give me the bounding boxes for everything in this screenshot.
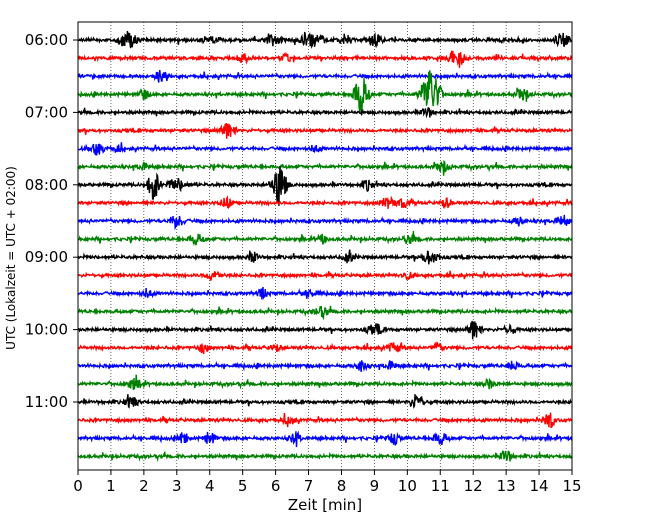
x-tick-label: 0 [73, 477, 83, 495]
trace-1130 [77, 450, 573, 462]
plot-frame [77, 21, 573, 471]
trace-0615 [77, 69, 573, 83]
trace-0630 [77, 70, 573, 115]
trace-0800 [77, 194, 573, 210]
x-tick-label: 10 [398, 477, 417, 495]
y-tick-label: 11:00 [25, 393, 68, 411]
x-tick-label: 7 [304, 477, 314, 495]
x-axis-label: Zeit [min] [288, 496, 362, 514]
x-tick-label: 6 [271, 477, 281, 495]
y-axis-ticks: 06:00 07:00 08:00 09:00 10:00 11:00 [25, 31, 78, 411]
trace-0915 [77, 286, 573, 301]
x-tick-label: 15 [562, 477, 581, 495]
y-tick-label: 10:00 [25, 321, 68, 339]
y-tick-label: 06:00 [25, 31, 68, 49]
trace-0930 [77, 305, 573, 321]
y-tick-label: 07:00 [25, 103, 68, 121]
x-tick-label: 12 [464, 477, 483, 495]
trace-0900 [77, 270, 573, 281]
trace-0645 [77, 107, 573, 119]
x-tick-label: 14 [530, 477, 549, 495]
y-axis-label: UTC (Lokalzeit = UTC + 02:00) [4, 166, 18, 350]
trace-0830 [77, 231, 573, 247]
trace-0845 [77, 249, 573, 265]
x-tick-label: 11 [431, 477, 450, 495]
trace-0545 [77, 30, 573, 49]
trace-1000 [77, 341, 573, 355]
seismogram-traces [77, 30, 573, 462]
trace-0700 [77, 122, 573, 139]
y-tick-label: 08:00 [25, 176, 68, 194]
trace-0600 [77, 50, 573, 68]
trace-1045 [77, 394, 573, 409]
y-tick-label: 09:00 [25, 248, 68, 266]
x-tick-label: 3 [172, 477, 182, 495]
x-tick-label: 1 [106, 477, 116, 495]
trace-0815 [77, 214, 573, 231]
x-tick-label: 4 [205, 477, 215, 495]
trace-1015 [77, 360, 573, 372]
trace-0945 [77, 320, 573, 340]
x-tick-label: 5 [238, 477, 248, 495]
trace-1100 [77, 412, 573, 429]
trace-1115 [77, 430, 573, 448]
trace-0745 [77, 165, 573, 206]
x-tick-label: 9 [370, 477, 380, 495]
x-tick-label: 2 [139, 477, 149, 495]
trace-0715 [77, 142, 573, 156]
trace-1030 [77, 374, 573, 390]
x-axis-ticks: 0 1 2 3 4 5 6 7 8 9 10 11 12 13 14 15 [73, 470, 582, 495]
x-tick-label: 13 [497, 477, 516, 495]
trace-0730 [77, 159, 573, 176]
x-tick-label: 8 [337, 477, 347, 495]
